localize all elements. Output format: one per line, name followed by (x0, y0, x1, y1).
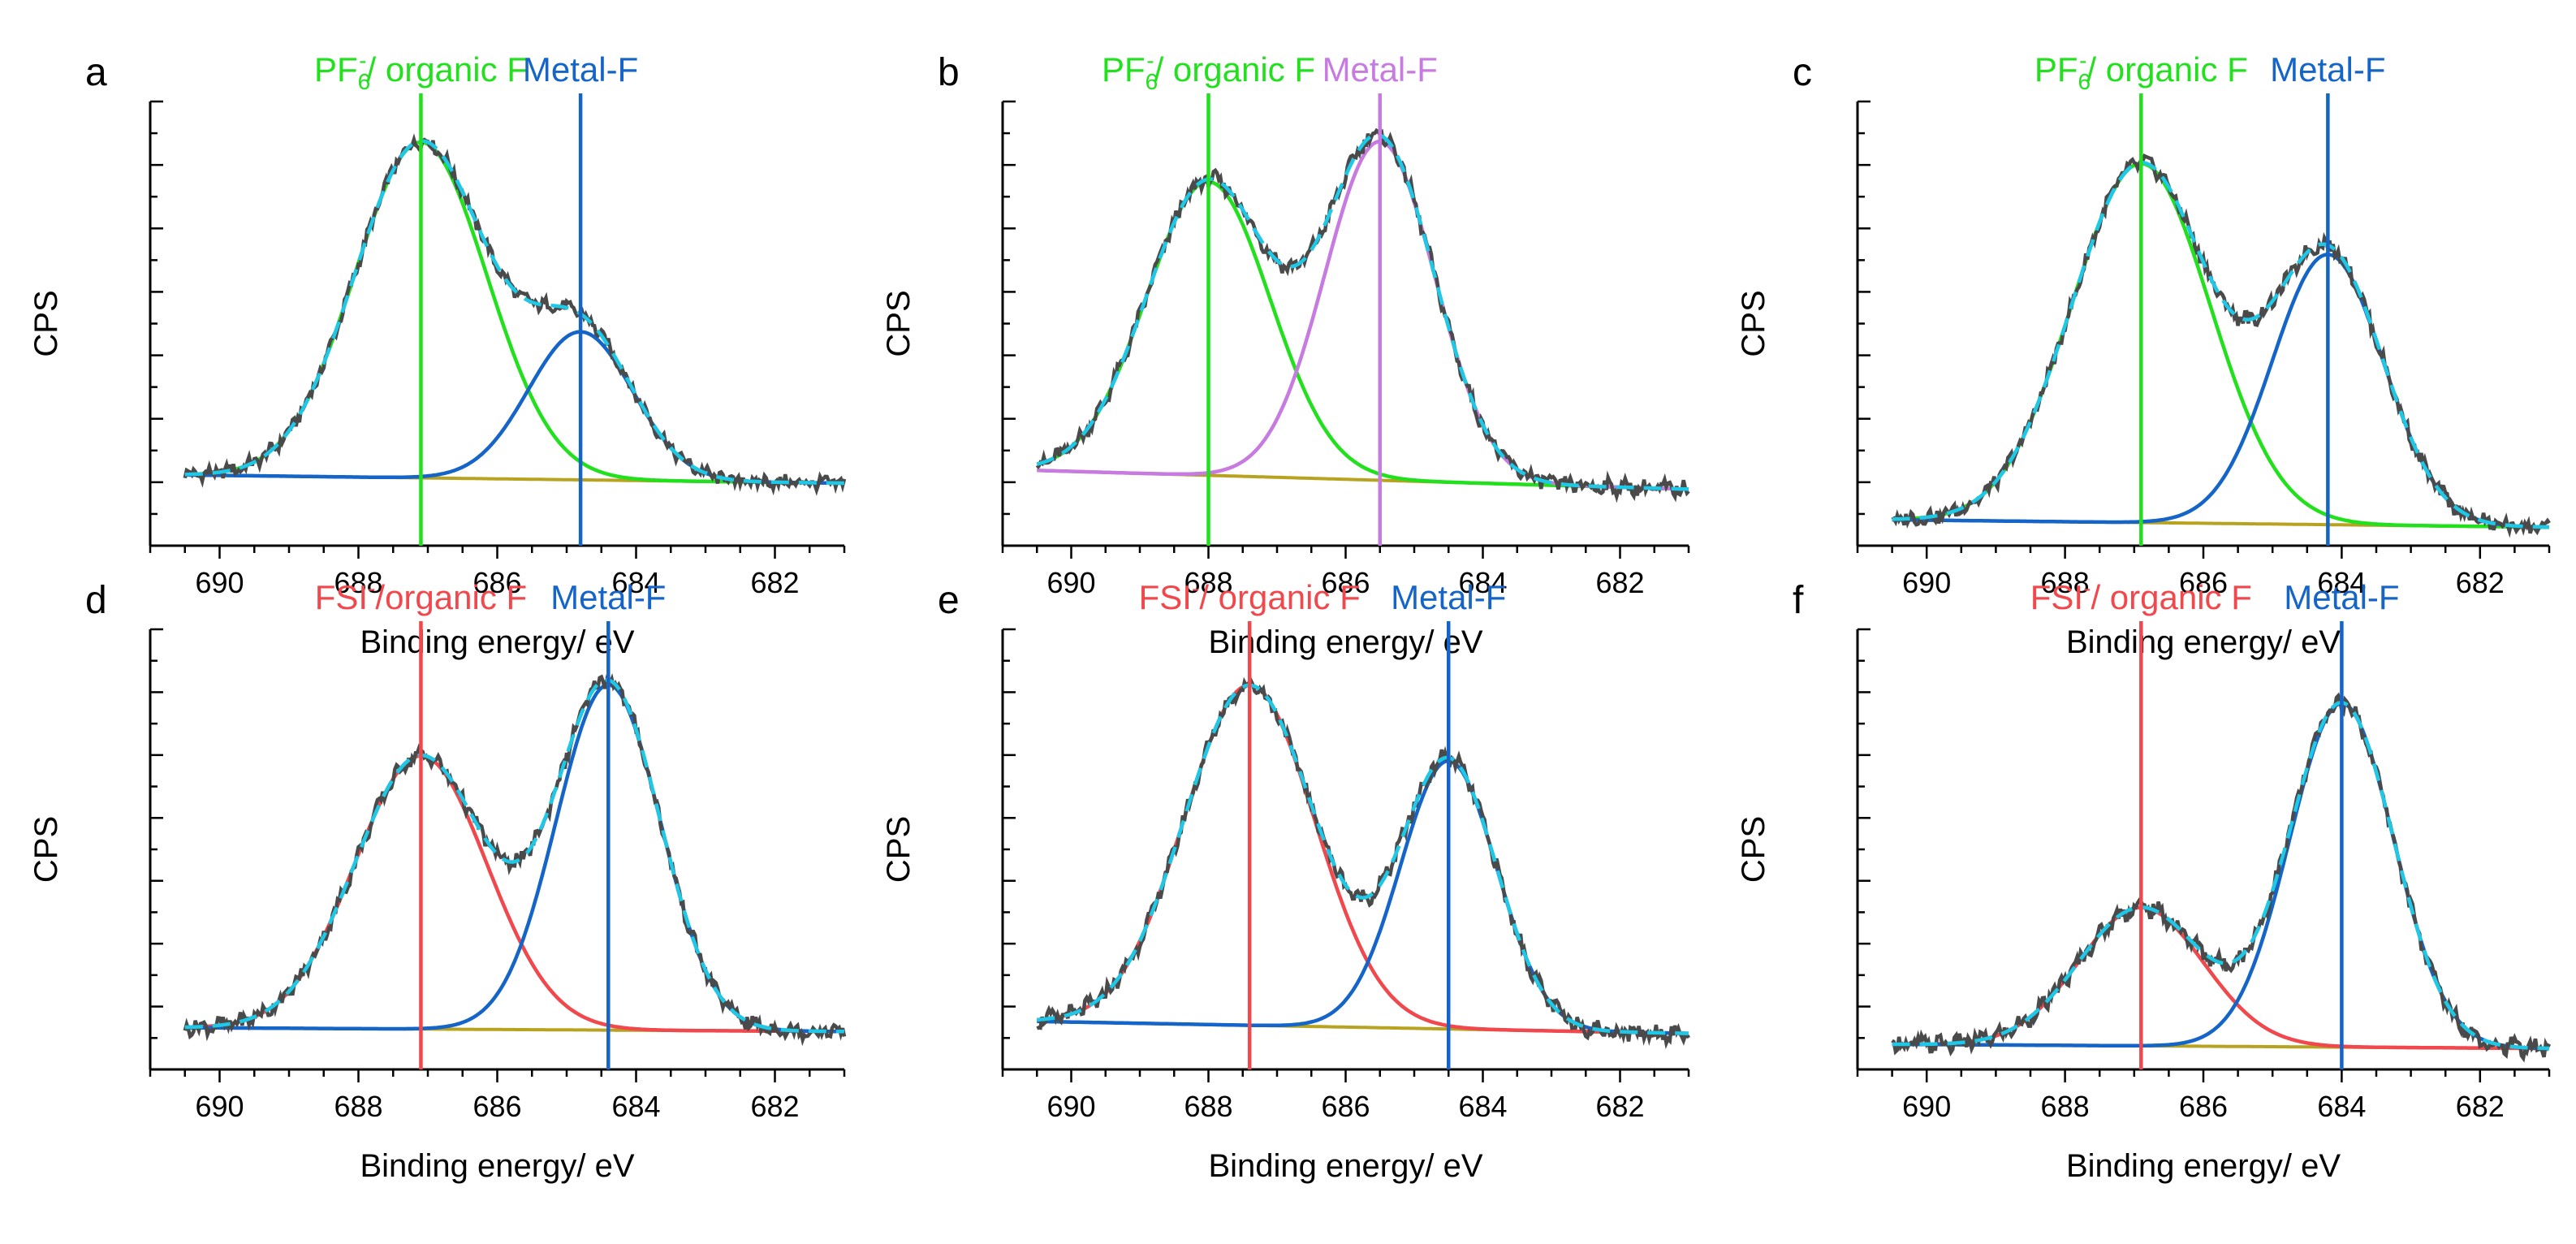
peak-curve (1892, 162, 2549, 529)
panel-a: 690 688 686 684 682 Binding energy/ eV CPS a PF6… (28, 48, 847, 660)
raw-spectrum (183, 673, 847, 1047)
panel-d: 690 688 686 684 682 Binding energy/ eV CPS d FSI… (28, 576, 847, 1184)
fit-envelope (184, 139, 844, 486)
fit-envelope (1037, 683, 1689, 1035)
x-axis-label: Binding energy/ eV (360, 624, 634, 660)
panel-letter: c (1793, 51, 1812, 94)
x-tick-label: 686 (1321, 566, 1370, 599)
y-axis-label: CPS (881, 290, 917, 356)
peak-label: PF6-/ organic F (1102, 48, 1315, 94)
peak-curve (1037, 140, 1689, 491)
panel-letter: b (938, 51, 960, 94)
x-tick-label: 688 (1184, 566, 1232, 599)
x-tick-label: 682 (2456, 566, 2505, 599)
panel-b: 690 688 686 684 682 Binding energy/ eV CPS b PF6… (881, 48, 1690, 660)
raw-spectrum (1035, 127, 1690, 503)
panel-e: 690 688 686 684 682 Binding energy/ eV CPS e FSI… (881, 576, 1690, 1184)
panel-letter: f (1793, 579, 1804, 622)
panel-letter: d (85, 579, 107, 622)
x-tick-label: 684 (611, 566, 660, 599)
x-tick-label: 690 (1046, 566, 1095, 599)
x-tick-label: 684 (1458, 1090, 1507, 1123)
raw-spectrum (1891, 153, 2551, 538)
y-axis-label: CPS (1736, 290, 1771, 356)
x-tick-label: 684 (2317, 566, 2366, 599)
y-axis-label: CPS (1736, 816, 1771, 883)
peak-curve (1036, 179, 1689, 491)
peak-label: FSI-/ organic F (1139, 576, 1361, 616)
peak-label: Metal-F (2270, 50, 2385, 89)
panel-f: 690 688 686 684 682 Binding energy/ eV CPS f FSI… (1736, 576, 2552, 1184)
peak-label: FSI-/organic F (315, 576, 527, 616)
x-axis-label: Binding energy/ eV (1208, 624, 1482, 660)
x-tick-label: 688 (2041, 566, 2090, 599)
x-tick-label: 684 (2317, 1090, 2366, 1123)
x-axis-label: Binding energy/ eV (360, 1148, 634, 1184)
peak-curve (1892, 905, 2549, 1051)
x-axis-label: Binding energy/ eV (2066, 624, 2341, 660)
x-tick-label: 682 (750, 1090, 799, 1123)
fit-envelope (1892, 701, 2549, 1051)
fit-envelope (1036, 132, 1689, 491)
x-tick-label: 688 (1184, 1090, 1232, 1123)
peak-label: PF6-/ organic F (314, 48, 528, 94)
raw-spectrum (1891, 692, 2552, 1063)
peak-label: Metal-F (1391, 578, 1506, 616)
x-tick-label: 684 (1458, 566, 1507, 599)
peak-curve (1037, 683, 1689, 1035)
peak-label: FSI-/ organic F (2030, 576, 2252, 616)
fit-envelope (184, 678, 845, 1034)
peak-curve (184, 140, 844, 486)
x-tick-label: 686 (472, 1090, 521, 1123)
peak-label: Metal-F (550, 578, 666, 616)
x-tick-label: 682 (750, 566, 799, 599)
peak-label: PF6-/ organic F (2034, 48, 2248, 94)
peak-label: Metal-F (1323, 50, 1438, 89)
fit-envelope (1892, 161, 2549, 529)
x-tick-label: 686 (472, 566, 521, 599)
x-tick-label: 688 (334, 566, 382, 599)
x-tick-label: 690 (1046, 1090, 1095, 1123)
raw-spectrum (183, 133, 847, 496)
panel-letter: a (85, 51, 107, 94)
raw-spectrum (1036, 676, 1690, 1050)
peak-label: Metal-F (2284, 578, 2399, 616)
x-tick-label: 682 (1595, 1090, 1644, 1123)
x-tick-label: 682 (2456, 1090, 2505, 1123)
x-tick-label: 688 (2041, 1090, 2090, 1123)
x-tick-label: 690 (195, 566, 244, 599)
panel-letter: e (938, 579, 960, 622)
x-axis-label: Binding energy/ eV (1208, 1148, 1482, 1184)
y-axis-label: CPS (28, 290, 64, 356)
peak-curve (184, 754, 844, 1034)
x-tick-label: 690 (1902, 566, 1951, 599)
y-axis-label: CPS (28, 816, 64, 883)
x-tick-label: 684 (611, 1090, 660, 1123)
x-tick-label: 682 (1595, 566, 1644, 599)
x-tick-label: 690 (195, 1090, 244, 1123)
x-tick-label: 686 (2179, 1090, 2228, 1123)
peak-curve (1892, 702, 2549, 1051)
panel-c: 690 688 686 684 682 Binding energy/ eV CPS c PF6… (1736, 48, 2551, 660)
x-axis-label: Binding energy/ eV (2066, 1148, 2341, 1184)
x-tick-label: 686 (2179, 566, 2228, 599)
peak-label: Metal-F (523, 50, 638, 89)
x-tick-label: 690 (1902, 1090, 1951, 1123)
y-axis-label: CPS (881, 816, 917, 883)
x-tick-label: 686 (1321, 1090, 1370, 1123)
x-tick-label: 688 (334, 1090, 382, 1123)
